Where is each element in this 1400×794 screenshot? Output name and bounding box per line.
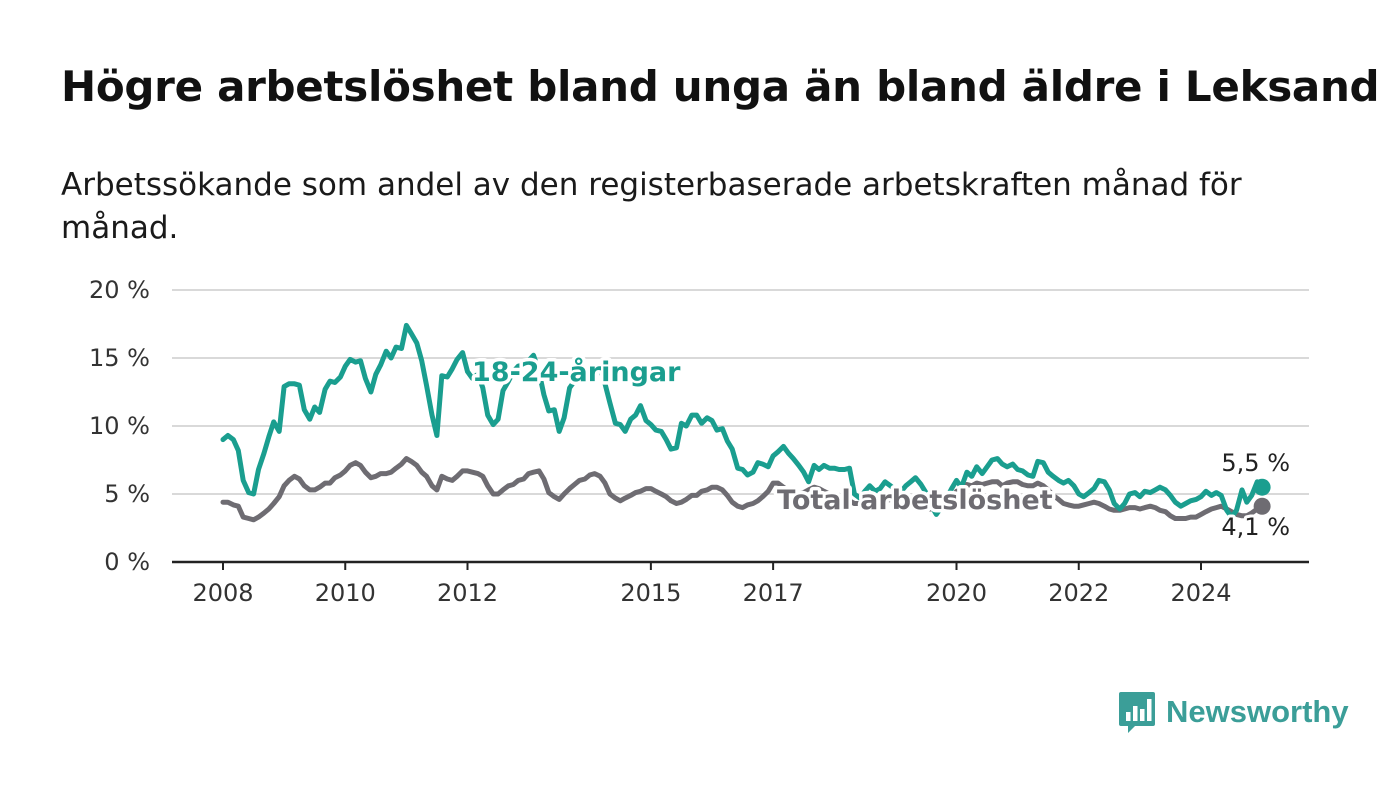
series-lines — [220, 322, 1271, 523]
series-labels: 18-24-åringar Total arbetslöshet 5,5 % 4,1 … — [469, 353, 1294, 545]
x-tick-label: 2008 — [192, 579, 253, 607]
x-tick-label: 2024 — [1170, 579, 1231, 607]
end-value-youth: 5,5 % — [1221, 449, 1290, 477]
x-tick-label: 2015 — [620, 579, 681, 607]
end-value-total: 4,1 % — [1221, 513, 1290, 541]
y-tick-label: 15 % — [89, 344, 150, 372]
y-tick-label: 10 % — [89, 412, 150, 440]
y-tick-label: 0 % — [104, 548, 150, 576]
bar-chart-speech-bubble-icon — [1119, 692, 1155, 733]
chart-title: Högre arbetslöshet bland unga än bland ä… — [61, 62, 1380, 111]
series-label-youth: 18-24-åringar — [472, 356, 681, 388]
end-point-total — [1253, 497, 1271, 515]
y-tick-label: 20 % — [89, 276, 150, 304]
y-tick-label: 5 % — [104, 480, 150, 508]
x-tick-label: 2022 — [1048, 579, 1109, 607]
chart-subtitle: Arbetssökande som andel av den registerb… — [61, 167, 1242, 246]
series-line-youth — [220, 322, 1265, 520]
x-tick-label: 2017 — [743, 579, 804, 607]
x-tick-label: 2020 — [926, 579, 987, 607]
newsworthy-logo: Newsworthy — [1118, 690, 1349, 734]
brand-name: Newsworthy — [1166, 694, 1349, 729]
series-label-total: Total arbetslöshet — [777, 485, 1053, 516]
x-tick-label: 2012 — [437, 579, 498, 607]
series-line-total — [220, 456, 1265, 523]
x-tick-label: 2010 — [315, 579, 376, 607]
end-point-youth — [1253, 478, 1271, 496]
axes: 0 % 5 % 10 % 15 % 20 % 2008 2010 2012 2015 2017 20… — [89, 276, 1309, 607]
grid — [172, 289, 1309, 495]
